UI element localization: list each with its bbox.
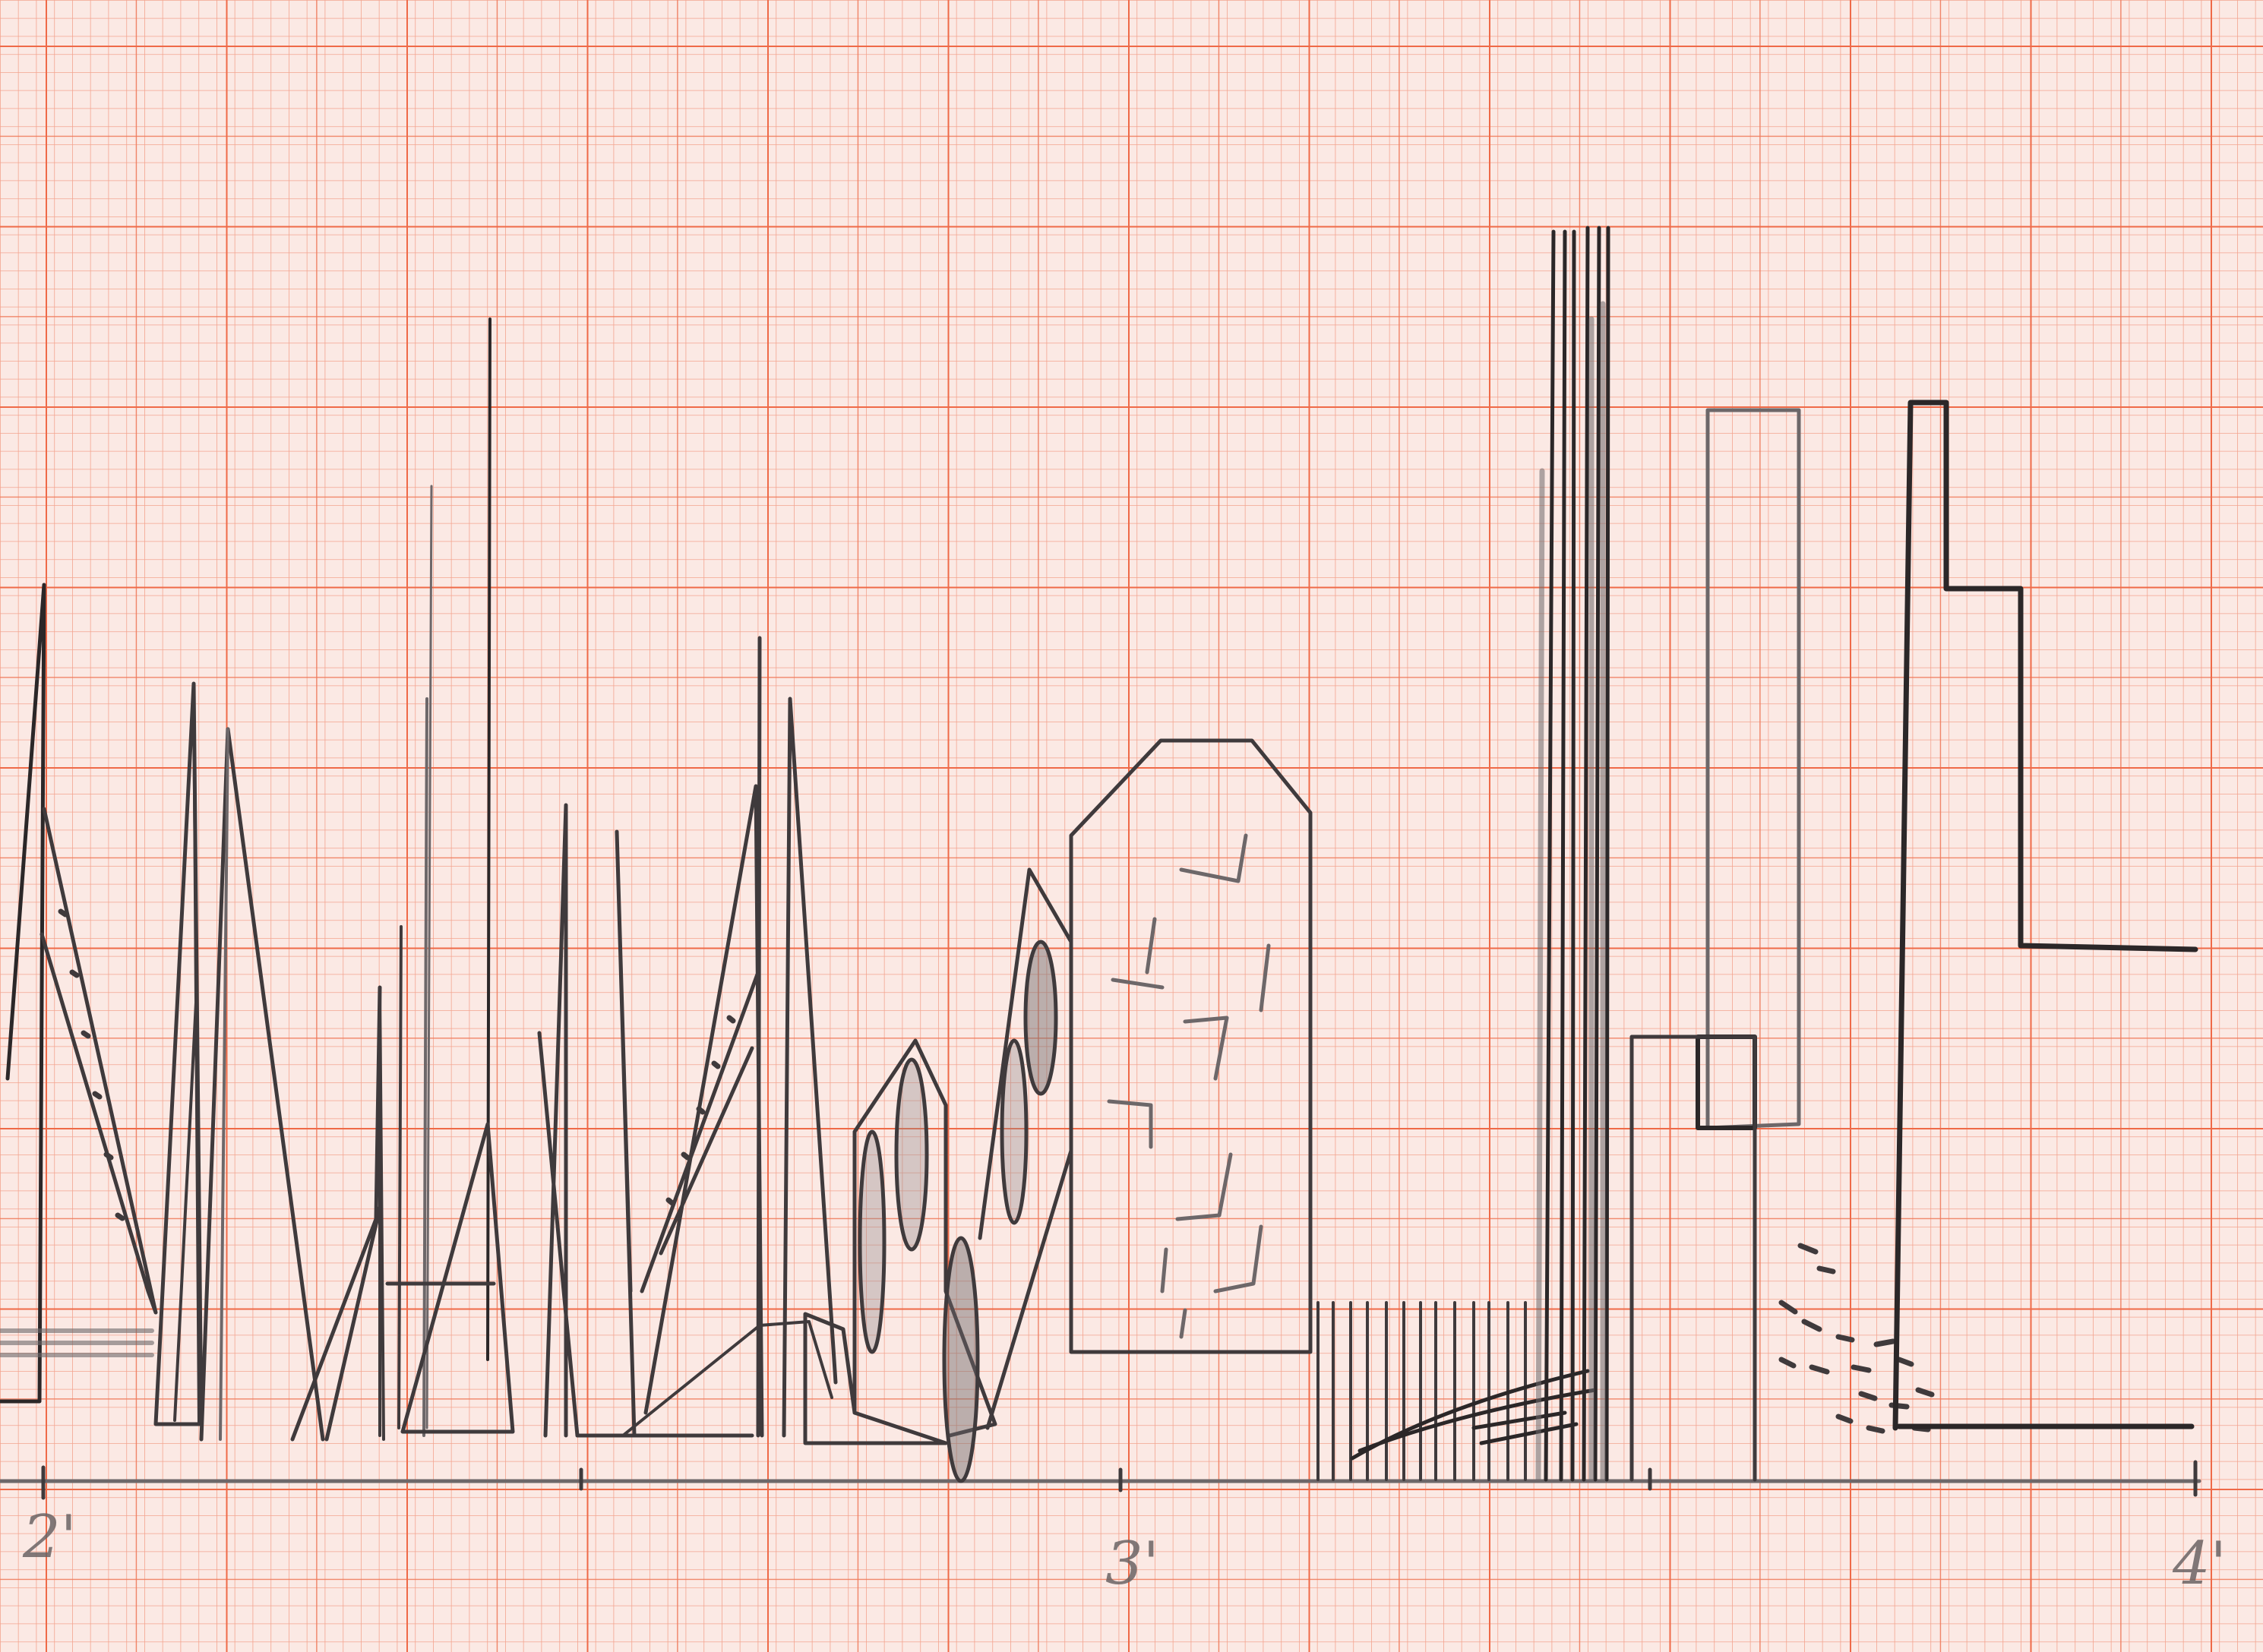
mid-triangle xyxy=(385,1122,515,1434)
tall-tower-shading xyxy=(1535,301,1606,1483)
tick-label-2: 2' xyxy=(22,1503,77,1571)
left-ladder xyxy=(40,807,158,1315)
triangle-2-inner xyxy=(219,728,229,1441)
slant-cluster-dots xyxy=(665,1015,736,1206)
oval-1 xyxy=(858,1129,887,1354)
thin-rectangle xyxy=(1705,408,1801,1130)
house-window-marks xyxy=(1107,833,1271,1339)
tall-tower xyxy=(1544,226,1610,1482)
oval-4 xyxy=(1023,940,1058,1096)
tick-label-4: 4' xyxy=(2172,1530,2227,1598)
thin-spike-2 xyxy=(486,317,491,1361)
fence-swoosh xyxy=(1350,1369,1598,1461)
thin-spike-1 xyxy=(422,697,428,1437)
roof-line xyxy=(621,1320,833,1437)
triangle-1-extra xyxy=(173,682,201,1426)
stepped-building xyxy=(1892,400,2198,1431)
mid-pole xyxy=(378,925,403,1437)
house-building xyxy=(1069,738,1313,1354)
left-spike xyxy=(0,583,46,1404)
tick-label-3: 3' xyxy=(1105,1530,1159,1598)
box-with-ovals xyxy=(803,1312,948,1445)
pencil-sketch xyxy=(0,226,2201,1500)
oval-3 xyxy=(942,1236,980,1483)
diamond-shape xyxy=(852,1038,997,1438)
oval-5 xyxy=(1000,1038,1029,1225)
left-ladder-dots xyxy=(58,908,125,1221)
lower-rectangle xyxy=(1629,1034,1757,1482)
oval-2 xyxy=(894,1057,929,1252)
tall-slant xyxy=(756,636,838,1438)
slant-cluster xyxy=(537,803,754,1438)
left-spike-shading xyxy=(0,1328,154,1357)
thin-spike-3 xyxy=(425,485,433,1429)
scattered-marks xyxy=(1778,1243,1935,1434)
